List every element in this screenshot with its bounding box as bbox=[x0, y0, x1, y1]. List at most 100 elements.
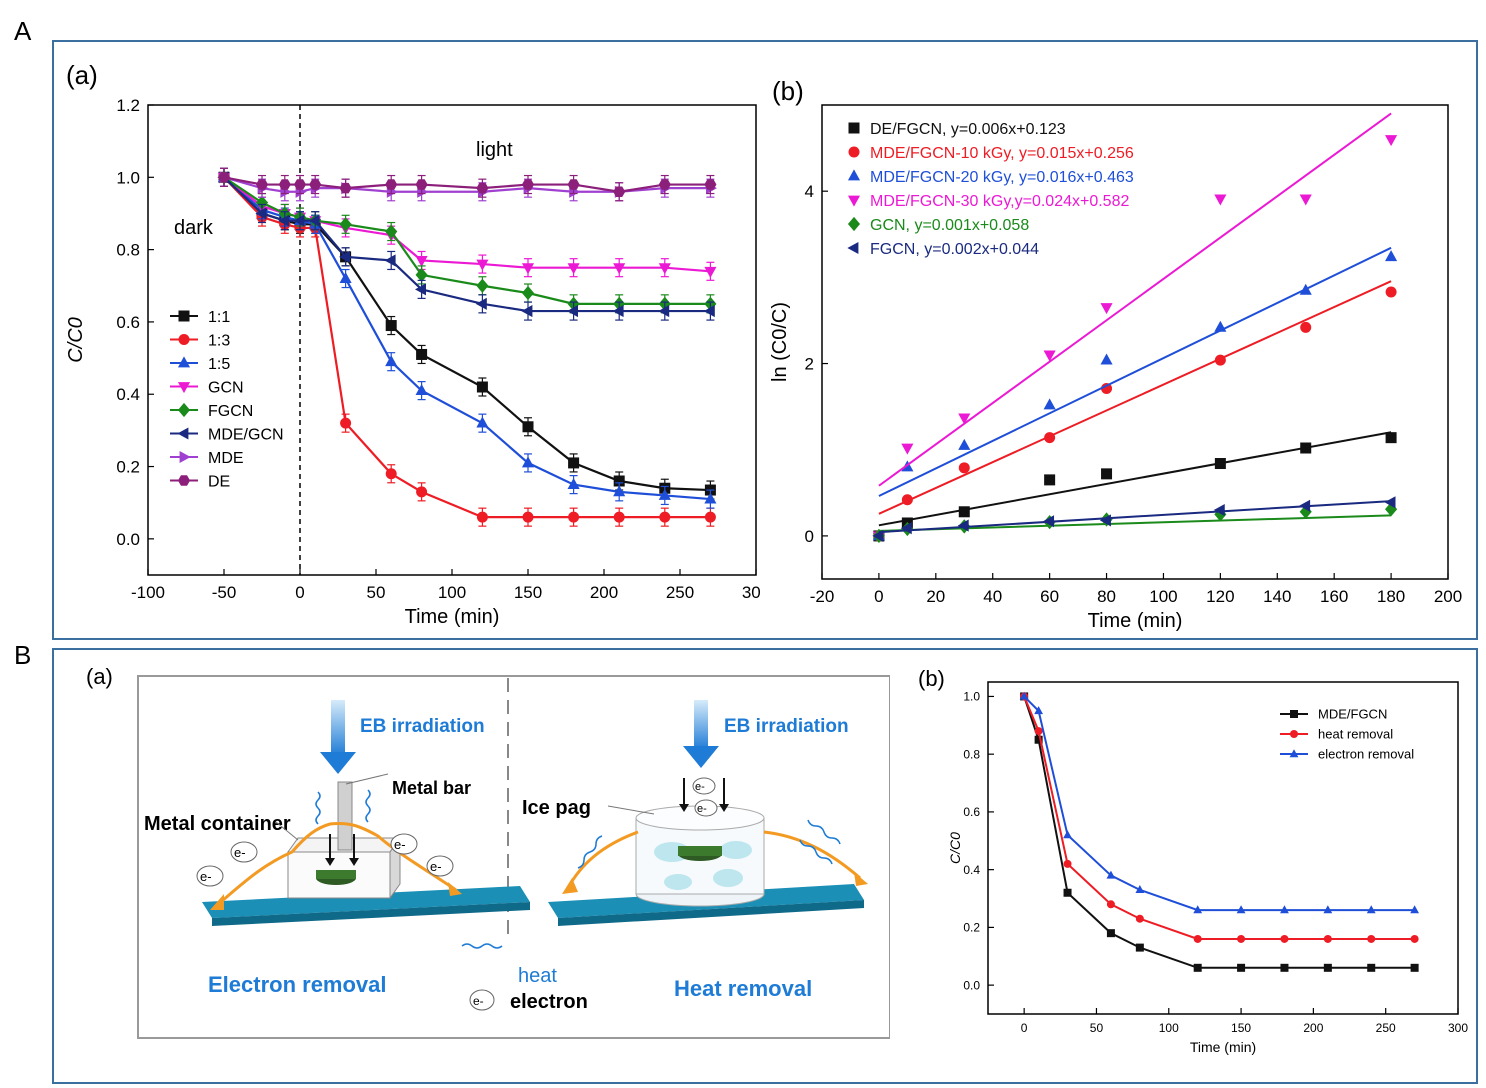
legend-entry: MDE/FGCN-10 kGy, y=0.015x+0.256 bbox=[848, 145, 1134, 162]
heat-legend-label: heat bbox=[518, 965, 557, 987]
data-point bbox=[1214, 194, 1227, 206]
x-tick-label: 180 bbox=[1377, 587, 1405, 606]
data-point bbox=[1323, 963, 1332, 972]
legend-label: 1:5 bbox=[208, 356, 230, 373]
y-tick-label: 0.4 bbox=[963, 863, 980, 877]
y-tick-label: 0.8 bbox=[116, 241, 140, 260]
metal-bar-label: Metal bar bbox=[392, 778, 471, 798]
data-point bbox=[901, 494, 913, 506]
x-tick-label: -100 bbox=[131, 583, 165, 602]
data-point bbox=[1099, 514, 1111, 527]
legend-marker bbox=[848, 122, 860, 134]
heat-legend-icon bbox=[461, 943, 503, 949]
data-point bbox=[1043, 350, 1056, 362]
legend-entry: FGCN bbox=[170, 403, 253, 420]
data-point bbox=[1213, 504, 1225, 517]
left-electrons: e- e- e- e- bbox=[196, 833, 454, 887]
data-point bbox=[1043, 515, 1055, 528]
data-point bbox=[1384, 496, 1396, 509]
series-line bbox=[223, 176, 711, 313]
legend-marker bbox=[847, 216, 861, 232]
data-point bbox=[309, 179, 322, 190]
series-2 bbox=[872, 246, 1398, 541]
chart-a-b: (b) -20 0 20 40 60 80 100 120 140 160 180 200 0 2 4 Tim… bbox=[769, 76, 1462, 632]
data-point bbox=[385, 355, 398, 367]
data-point bbox=[385, 468, 397, 480]
y-tick-label: 4 bbox=[805, 182, 814, 201]
legend-marker bbox=[1290, 710, 1298, 718]
data-point bbox=[385, 224, 398, 239]
series-2 bbox=[1019, 691, 1420, 914]
x-tick-label: 200 bbox=[1434, 587, 1462, 606]
x-tick-label: 20 bbox=[926, 587, 945, 606]
legend-entry: DE/FGCN, y=0.006x+0.123 bbox=[848, 121, 1066, 138]
data-point bbox=[521, 456, 535, 468]
electron-legend-label: electron bbox=[510, 991, 588, 1013]
y-tick-label: 2 bbox=[805, 354, 814, 373]
x-tick-label: 300 bbox=[742, 583, 760, 602]
x-tick-label: 40 bbox=[983, 587, 1002, 606]
data-point bbox=[475, 297, 487, 310]
y-axis-label: ln (C0/C) bbox=[769, 302, 791, 382]
legend-label: FGCN, y=0.002x+0.044 bbox=[870, 241, 1039, 258]
fit-line bbox=[878, 514, 1392, 532]
y-tick-label: 0.6 bbox=[116, 313, 140, 332]
legend-marker bbox=[178, 334, 190, 345]
data-point bbox=[567, 305, 578, 318]
left-arrow-down-2-head bbox=[349, 858, 359, 866]
data-point bbox=[1323, 934, 1332, 943]
panel-a-frame bbox=[52, 40, 1478, 640]
plot-frame bbox=[821, 104, 1449, 580]
data-point bbox=[1193, 905, 1203, 914]
legend-marker bbox=[847, 241, 859, 255]
legend-marker bbox=[1289, 749, 1299, 758]
data-point bbox=[476, 381, 488, 393]
right-platform-side bbox=[558, 900, 864, 926]
light-annotation: light bbox=[476, 139, 513, 161]
data-point bbox=[1280, 934, 1289, 943]
data-point bbox=[476, 511, 488, 523]
data-point bbox=[415, 179, 428, 190]
legend-marker bbox=[847, 169, 861, 181]
series-4 bbox=[872, 502, 1398, 544]
legend-entry: MDE/GCN bbox=[170, 426, 284, 443]
legend-entry: MDE bbox=[170, 450, 244, 467]
ice-4 bbox=[713, 869, 743, 887]
data-point bbox=[658, 488, 671, 500]
data-point bbox=[521, 285, 535, 301]
schematic-frame bbox=[137, 675, 890, 1039]
data-point bbox=[704, 511, 716, 523]
y-tick-label: 0.6 bbox=[963, 805, 980, 819]
legend-entry: electron removal bbox=[1280, 747, 1414, 762]
panel-b-frame bbox=[52, 648, 1478, 1084]
data-point bbox=[1063, 888, 1072, 897]
series-0 bbox=[218, 167, 716, 500]
left-platform-side bbox=[212, 902, 530, 926]
legend-marker bbox=[179, 450, 191, 464]
y-tick-label: 1.0 bbox=[116, 168, 140, 187]
right-arrow bbox=[694, 700, 708, 750]
data-point bbox=[1237, 963, 1246, 972]
chart-a-a: (a) dark light -100 -50 0 50 100 150 200 250 30 0… bbox=[65, 60, 760, 628]
right-electrons: e- e- bbox=[692, 777, 718, 817]
x-tick-label: 60 bbox=[1040, 587, 1059, 606]
legend-label: FGCN bbox=[208, 403, 253, 420]
x-tick-label: 160 bbox=[1320, 587, 1348, 606]
x-tick-label: 50 bbox=[367, 583, 386, 602]
svg-text:e-: e- bbox=[200, 869, 212, 884]
y-tick-label: 0.2 bbox=[116, 457, 140, 476]
panel-letter-b: B bbox=[14, 640, 32, 670]
legend-label: MDE/FGCN-30 kGy,y=0.024x+0.582 bbox=[870, 193, 1129, 210]
data-point bbox=[255, 179, 269, 190]
data-point bbox=[415, 283, 426, 296]
left-sample-body bbox=[316, 870, 356, 879]
data-point bbox=[567, 263, 580, 275]
data-point bbox=[1106, 929, 1115, 938]
panel-label: (a) bbox=[66, 60, 98, 90]
data-point bbox=[1385, 250, 1398, 262]
data-point bbox=[1063, 859, 1072, 868]
data-point bbox=[1019, 691, 1029, 700]
legend-label: MDE bbox=[208, 450, 244, 467]
legend-entry: heat removal bbox=[1280, 727, 1393, 742]
right-heat-wave-3 bbox=[799, 839, 833, 865]
